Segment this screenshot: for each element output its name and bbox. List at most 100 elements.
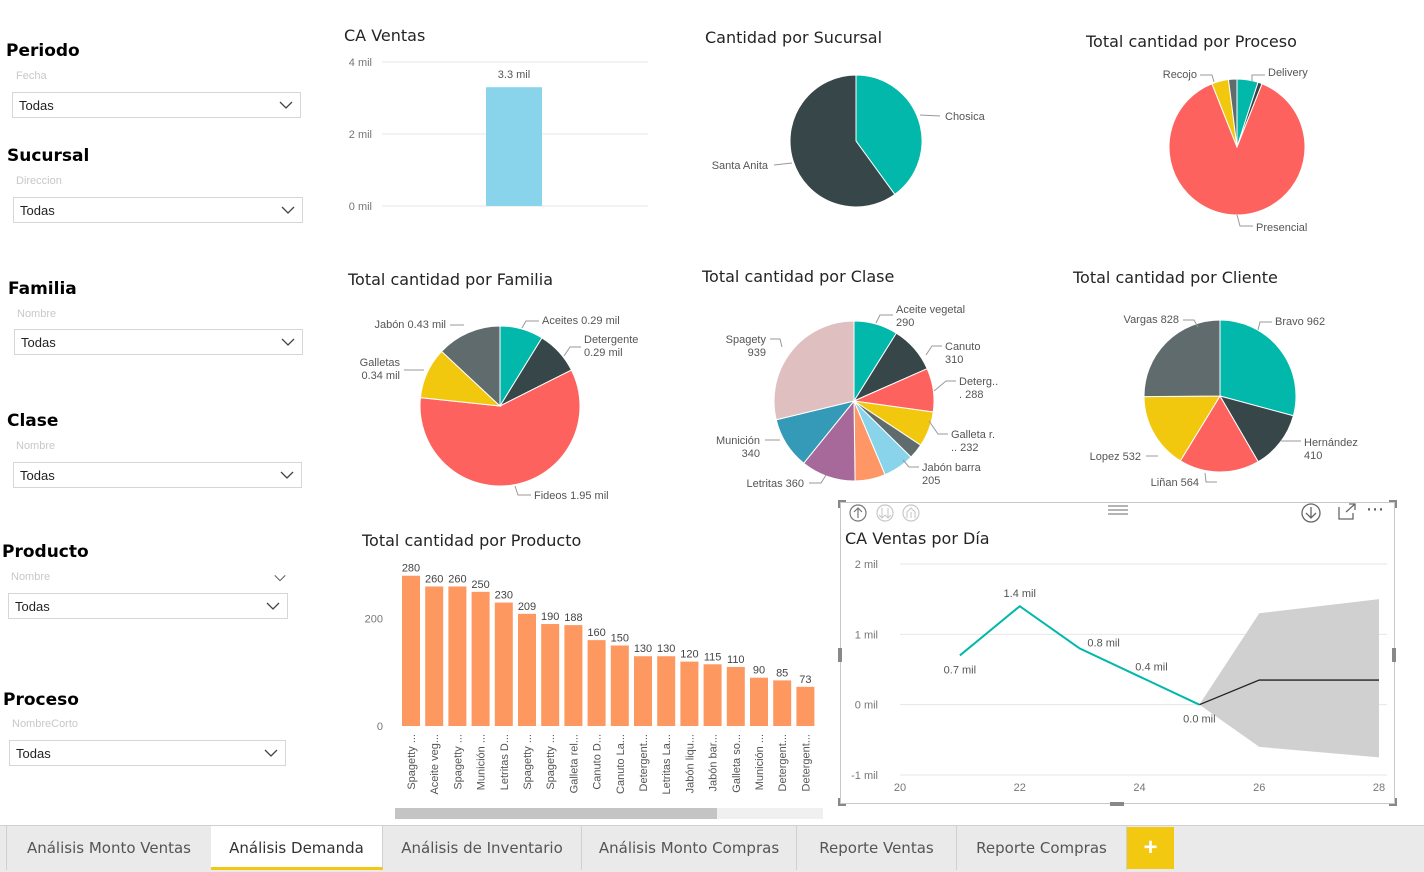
data-label: 0.0 mil xyxy=(1183,714,1215,726)
bar xyxy=(587,640,606,726)
slice-label: . 288 xyxy=(959,389,983,401)
horizontal-scrollbar[interactable] xyxy=(395,808,823,819)
data-label: 73 xyxy=(799,674,811,686)
slice-label: 310 xyxy=(945,354,963,366)
drag-handle-icon[interactable] xyxy=(1106,503,1130,517)
x-tick-label: Letritas La... xyxy=(661,734,673,795)
resize-handle[interactable] xyxy=(1392,648,1396,662)
slicer-subtitle: NombreCorto xyxy=(12,718,79,730)
y-tick-label: 1 mil xyxy=(855,629,878,641)
add-page-button[interactable]: + xyxy=(1127,827,1174,869)
bar xyxy=(796,686,815,726)
cliente-chart-title: Total cantidad por Cliente xyxy=(1073,268,1278,287)
tab-reporte-compras[interactable]: Reporte Compras xyxy=(957,826,1127,870)
x-tick-label: Detergent... xyxy=(638,734,650,791)
dropdown-value: Todas xyxy=(15,599,50,614)
slice-label: Aceite vegetal xyxy=(896,304,965,316)
leader-line xyxy=(563,346,581,357)
y-tick-label: 0 xyxy=(377,721,383,733)
page-tabs: Análisis Monto Ventas Análisis Demanda A… xyxy=(0,825,1424,872)
periodo-dropdown[interactable]: Todas xyxy=(12,92,301,118)
chevron-down-icon[interactable] xyxy=(273,571,287,585)
slicer-title: Sucursal xyxy=(7,146,90,166)
sucursal-dropdown[interactable]: Todas xyxy=(13,197,303,223)
x-tick-label: Galleta rel... xyxy=(568,734,580,793)
ca-ventas-title: CA Ventas xyxy=(344,26,426,45)
slice-label: 410 xyxy=(1304,450,1322,462)
slice-label: Jabón 0.43 mil xyxy=(374,319,446,331)
x-tick-label: 20 xyxy=(894,782,906,794)
sucursal-pie-chart: Chosica Santa Anita xyxy=(712,74,986,208)
x-tick-label: Jabón bar... xyxy=(708,734,720,792)
x-tick-label: Spagetty ... xyxy=(452,734,464,790)
drill-down-icon[interactable] xyxy=(875,503,895,523)
pie-slice xyxy=(440,325,501,408)
slice-label: 205 xyxy=(922,475,940,487)
tab-analisis-inventario[interactable]: Análisis de Inventario xyxy=(383,826,582,870)
x-tick-label: Canuto D... xyxy=(592,734,604,790)
slicer-title: Proceso xyxy=(3,690,79,710)
leader-line xyxy=(809,474,827,484)
bar xyxy=(425,586,444,726)
leader-line xyxy=(1257,321,1272,331)
data-label: 85 xyxy=(776,667,788,679)
bar xyxy=(564,625,583,726)
familia-chart-title: Total cantidad por Familia xyxy=(348,270,553,289)
leader-line xyxy=(1200,74,1215,83)
pie-slice xyxy=(855,74,923,196)
slice-label: Letritas 360 xyxy=(747,478,804,490)
expand-icon[interactable] xyxy=(901,503,921,523)
data-label: 0.8 mil xyxy=(1087,637,1119,649)
resize-handle[interactable] xyxy=(1389,798,1397,806)
plus-icon: + xyxy=(1143,834,1158,861)
data-label: 115 xyxy=(704,651,722,663)
slicer-subtitle: Fecha xyxy=(16,70,47,82)
scrollbar-thumb[interactable] xyxy=(395,808,717,819)
tab-analisis-monto-ventas[interactable]: Análisis Monto Ventas xyxy=(6,826,212,870)
data-label: 0.7 mil xyxy=(944,664,976,676)
leader-line xyxy=(1183,319,1199,328)
slicer-title: Clase xyxy=(7,411,59,431)
leader-line xyxy=(1204,472,1217,483)
focus-mode-icon[interactable] xyxy=(1336,502,1358,522)
data-label: 130 xyxy=(657,643,675,655)
bar xyxy=(657,656,676,726)
tab-analisis-monto-compras[interactable]: Análisis Monto Compras xyxy=(582,826,797,870)
leader-line xyxy=(875,314,893,324)
data-label: 190 xyxy=(541,611,559,623)
clase-chart-title: Total cantidad por Clase xyxy=(702,267,895,286)
leader-line xyxy=(514,485,531,496)
resize-handle[interactable] xyxy=(838,648,842,662)
bar xyxy=(541,624,560,726)
ventas-dia-line-chart: 2 mil 1 mil 0 mil -1 mil 20 22 24 26 28 0.7 mil 1.… xyxy=(851,559,1387,794)
bar xyxy=(634,656,652,726)
x-tick-label: Canuto La... xyxy=(615,734,627,794)
more-options-icon[interactable]: ⋯ xyxy=(1366,499,1385,519)
slicer-subtitle: Nombre xyxy=(17,308,57,320)
x-tick-label: Spagetty ... xyxy=(406,734,418,790)
resize-handle[interactable] xyxy=(1389,500,1397,508)
drill-down-icon[interactable] xyxy=(1300,502,1322,524)
slice-label: Galletas xyxy=(360,357,401,369)
drill-up-icon[interactable] xyxy=(848,503,868,523)
producto-dropdown[interactable]: Todas xyxy=(8,593,288,619)
slice-label: 939 xyxy=(748,347,766,359)
ca-ventas-chart: 4 mil 2 mil 0 mil 3.3 mil xyxy=(349,57,648,213)
x-tick-label: 24 xyxy=(1133,782,1145,794)
bar xyxy=(610,645,629,726)
familia-dropdown[interactable]: Todas xyxy=(14,329,303,355)
resize-handle[interactable] xyxy=(1110,802,1124,806)
y-tick-label: 2 mil xyxy=(349,129,372,141)
data-label: 160 xyxy=(587,627,605,639)
proceso-dropdown[interactable]: Todas xyxy=(9,740,286,766)
resize-handle[interactable] xyxy=(838,798,846,806)
leader-line xyxy=(521,320,539,329)
leader-line xyxy=(1236,214,1253,227)
clase-dropdown[interactable]: Todas xyxy=(13,462,302,488)
tab-analisis-demanda[interactable]: Análisis Demanda xyxy=(211,826,383,870)
tab-reporte-ventas[interactable]: Reporte Ventas xyxy=(797,826,957,870)
y-tick-label: 4 mil xyxy=(349,57,372,69)
data-label: 260 xyxy=(425,573,443,585)
resize-handle[interactable] xyxy=(838,500,846,508)
